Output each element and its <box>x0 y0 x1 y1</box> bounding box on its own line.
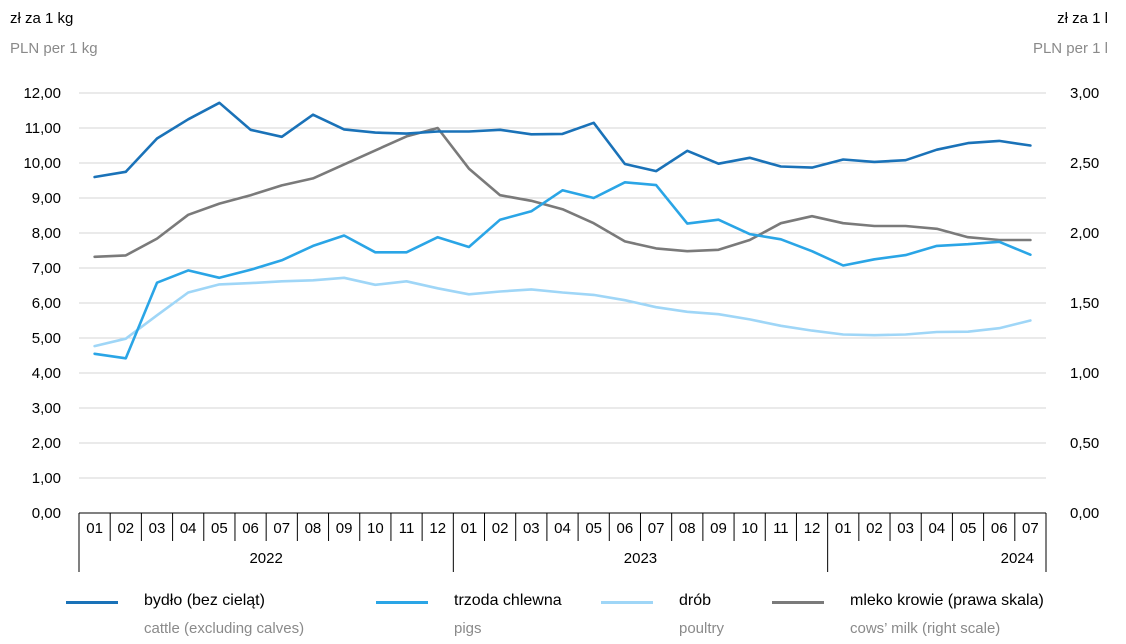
y-right-tick-label: 2,50 <box>1070 155 1099 172</box>
x-tick-label: 07 <box>1022 520 1039 537</box>
x-tick-label: 03 <box>897 520 914 537</box>
year-label: 2022 <box>249 550 282 567</box>
year-label: 2023 <box>624 550 657 567</box>
y-right-tick-label: 3,00 <box>1070 85 1099 102</box>
legend-label-milk: mleko krowie (prawa skala) <box>850 592 1044 609</box>
x-tick-label: 03 <box>523 520 540 537</box>
x-tick-label: 06 <box>991 520 1008 537</box>
y-left-tick-label: 8,00 <box>32 225 61 242</box>
y-right-tick-label: 0,50 <box>1070 435 1099 452</box>
y-left-tick-label: 7,00 <box>32 260 61 277</box>
year-label: 2024 <box>1001 550 1034 567</box>
legend-swatch-milk <box>772 601 824 604</box>
x-tick-label: 06 <box>242 520 259 537</box>
legend-label-cattle-en: cattle (excluding calves) <box>144 620 305 637</box>
series-line <box>93 101 1032 179</box>
x-tick-label: 01 <box>86 520 103 537</box>
series-line <box>93 276 1032 348</box>
legend-label-milk-en: cows’ milk (right scale) <box>850 620 1001 637</box>
right-unit-en: PLN per 1 l <box>1032 40 1108 57</box>
x-tick-label: 11 <box>399 520 415 537</box>
y-left-tick-label: 0,00 <box>32 505 61 522</box>
y-left-tick-label: 4,00 <box>32 365 61 382</box>
y-left-tick-label: 11,00 <box>25 120 61 137</box>
x-tick-label: 05 <box>960 520 977 537</box>
x-tick-label: 04 <box>180 520 197 537</box>
y-right-tick-label: 0,00 <box>1070 505 1099 522</box>
y-left-tick-label: 5,00 <box>32 330 61 347</box>
x-tick-label: 10 <box>741 520 758 537</box>
x-tick-label: 01 <box>461 520 478 537</box>
x-tick-label: 08 <box>305 520 322 537</box>
line-chart: 0,00 1,00 2,00 3,00 4,00 5,00 6,00 7,00 8,00 9,00… <box>23 85 1099 572</box>
right-unit-pl: zł za 1 l <box>1057 10 1108 27</box>
legend-swatch-pigs <box>376 601 428 604</box>
y-right-tick-label: 2,00 <box>1070 225 1099 242</box>
y-left-tick-label: 10,00 <box>23 155 61 172</box>
y-left-tick-label: 1,00 <box>32 470 61 487</box>
y-left-tick-label: 2,00 <box>32 435 61 452</box>
x-tick-label: 12 <box>429 520 446 537</box>
x-tick-label: 07 <box>648 520 665 537</box>
x-tick-label: 10 <box>367 520 384 537</box>
legend-label-cattle: bydło (bez cieląt) <box>144 592 265 609</box>
x-tick-label: 11 <box>773 520 789 537</box>
legend-label-poultry: drób <box>679 592 712 609</box>
x-tick-label: 07 <box>273 520 290 537</box>
x-tick-label: 06 <box>617 520 634 537</box>
legend-label-poultry-en: poultry <box>679 620 725 637</box>
x-tick-label: 12 <box>804 520 821 537</box>
y-left-tick-label: 9,00 <box>32 190 61 207</box>
x-tick-label: 05 <box>585 520 602 537</box>
left-unit-pl: zł za 1 kg <box>10 10 74 27</box>
x-tick-label: 09 <box>336 520 353 537</box>
series-line <box>93 126 1032 259</box>
x-tick-label: 04 <box>554 520 571 537</box>
y-left-tick-label: 12,00 <box>23 85 61 102</box>
legend-swatch-cattle <box>66 601 118 604</box>
x-tick-label: 02 <box>492 520 509 537</box>
y-left-tick-label: 3,00 <box>32 400 61 417</box>
x-tick-label: 09 <box>710 520 727 537</box>
legend-label-pigs-en: pigs <box>454 620 482 637</box>
y-left-tick-label: 6,00 <box>32 295 61 312</box>
x-tick-label: 08 <box>679 520 696 537</box>
x-tick-label: 02 <box>117 520 134 537</box>
y-right-tick-label: 1,50 <box>1070 295 1099 312</box>
left-unit-en: PLN per 1 kg <box>10 40 98 57</box>
x-tick-label: 05 <box>211 520 228 537</box>
legend-label-pigs: trzoda chlewna <box>454 592 562 609</box>
series-line <box>93 181 1032 360</box>
x-tick-label: 04 <box>928 520 945 537</box>
legend-swatch-poultry <box>601 601 653 604</box>
y-right-tick-label: 1,00 <box>1070 365 1099 382</box>
x-tick-label: 02 <box>866 520 883 537</box>
x-tick-label: 01 <box>835 520 852 537</box>
x-tick-label: 03 <box>149 520 166 537</box>
